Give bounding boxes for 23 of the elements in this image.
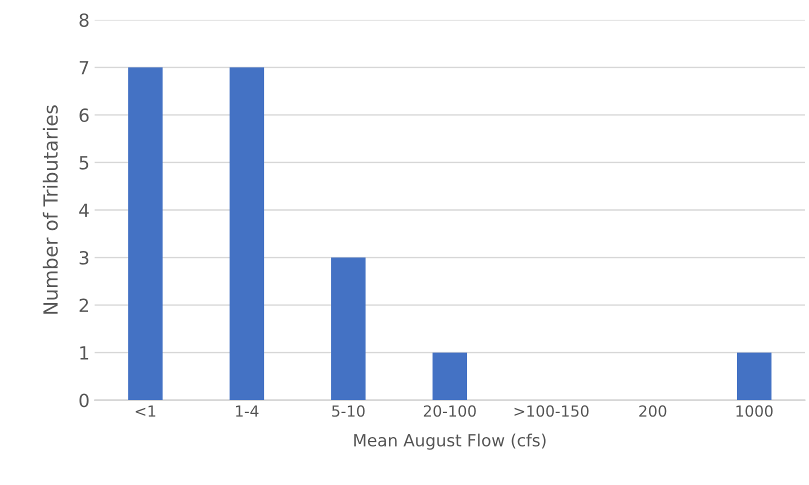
y-tick-label: 6 <box>80 108 89 122</box>
y-tick-label: 7 <box>80 61 88 74</box>
y-tick-label: 5 <box>80 156 88 170</box>
bar <box>331 258 366 400</box>
y-axis-title: Number of Tributaries <box>42 105 58 314</box>
bar <box>736 352 772 400</box>
bar <box>128 67 163 400</box>
x-axis-title: Mean August Flow (cfs) <box>354 434 546 450</box>
x-tick-label: 5-10 <box>332 405 365 417</box>
x-tick-label: <1 <box>136 405 156 417</box>
x-tick-label: >100-150 <box>514 405 589 417</box>
y-tick-label: 1 <box>80 346 88 360</box>
x-tick-label: 1-4 <box>236 405 258 417</box>
bar <box>230 67 264 400</box>
y-tick-label: 2 <box>80 298 88 312</box>
y-tick-label: 8 <box>80 13 89 27</box>
y-tick-label: 4 <box>79 204 89 217</box>
x-tick-label: 200 <box>639 405 666 417</box>
x-tick-label: 1000 <box>736 405 773 417</box>
y-tick-label: 0 <box>79 394 89 408</box>
bar <box>432 352 468 400</box>
x-tick-label: 20-100 <box>424 405 476 417</box>
y-tick-label: 3 <box>80 250 88 265</box>
